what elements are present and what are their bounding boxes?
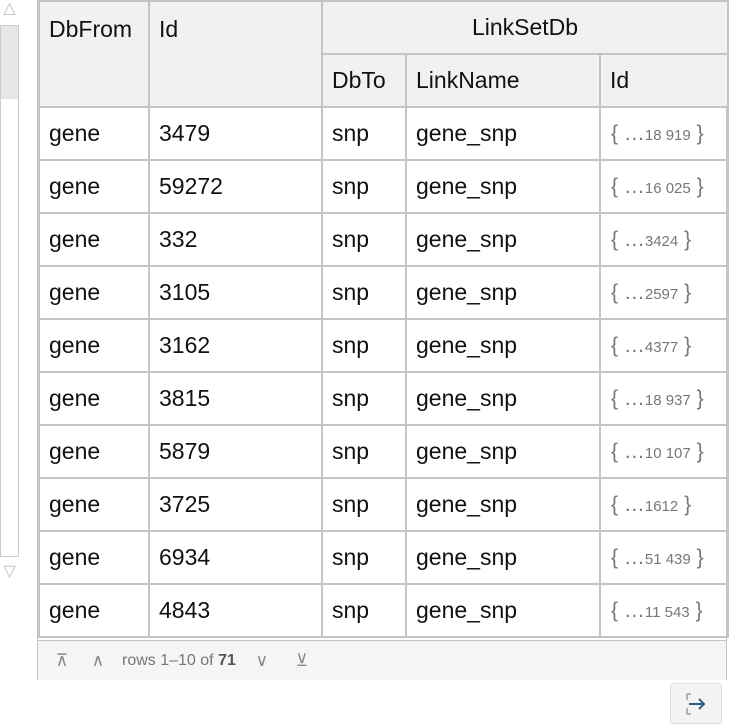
cell-dbfrom[interactable]: gene xyxy=(38,106,150,161)
cell-dbto[interactable]: snp xyxy=(321,530,407,585)
elided-count: 2597 xyxy=(644,285,679,303)
cell-link-ids[interactable]: { …18 919 } xyxy=(598,106,730,161)
cell-dbto[interactable]: snp xyxy=(321,424,407,479)
cell-linkname[interactable]: gene_snp xyxy=(405,477,601,532)
cell-link-ids[interactable]: { …4377 } xyxy=(598,318,730,373)
cell-id[interactable]: 3479 xyxy=(148,106,323,161)
header-dbfrom[interactable]: DbFrom xyxy=(38,0,150,108)
first-page-icon[interactable]: ⊼ xyxy=(55,650,69,670)
cell-linkname[interactable]: gene_snp xyxy=(405,159,601,214)
open-in-window-button[interactable] xyxy=(670,683,722,724)
open-in-window-icon xyxy=(686,692,706,715)
elided-count: 10 107 xyxy=(644,444,691,462)
cell-linkname[interactable]: gene_snp xyxy=(405,212,601,267)
elided-count: 16 025 xyxy=(644,179,691,197)
header-link-id[interactable]: Id xyxy=(598,53,730,108)
next-page-icon[interactable]: ∨ xyxy=(255,650,269,670)
cell-dbfrom[interactable]: gene xyxy=(38,371,150,426)
cell-link-ids[interactable]: { …18 937 } xyxy=(598,371,730,426)
elided-count: 1612 xyxy=(644,497,679,515)
table-row: gene 6934 snp gene_snp { …51 439 } xyxy=(38,530,730,585)
cell-dbto[interactable]: snp xyxy=(321,106,407,161)
cell-link-ids[interactable]: { …51 439 } xyxy=(598,530,730,585)
cell-id[interactable]: 3725 xyxy=(148,477,323,532)
cell-link-ids[interactable]: { …3424 } xyxy=(598,212,730,267)
elided-count: 18 919 xyxy=(644,126,691,144)
cell-dbto[interactable]: snp xyxy=(321,212,407,267)
header-linksetdb[interactable]: LinkSetDb xyxy=(320,0,730,55)
scroll-down-arrow-icon[interactable]: ▽ xyxy=(3,563,16,580)
cell-id[interactable]: 59272 xyxy=(148,159,323,214)
pagination-bar: ⊼ ∧ rows 1–10 of 71 ∨ ⊻ xyxy=(38,640,726,680)
cell-linkname[interactable]: gene_snp xyxy=(405,371,601,426)
header-id[interactable]: Id xyxy=(148,0,323,108)
previous-page-icon[interactable]: ∧ xyxy=(91,650,105,670)
elided-count: 51 439 xyxy=(644,550,691,568)
last-page-icon[interactable]: ⊻ xyxy=(295,650,309,670)
cell-id[interactable]: 6934 xyxy=(148,530,323,585)
cell-link-ids[interactable]: { …2597 } xyxy=(598,265,730,320)
dataset-table: DbFrom Id LinkSetDb DbTo LinkName Id gen… xyxy=(37,0,730,680)
cell-dbfrom[interactable]: gene xyxy=(38,530,150,585)
cell-dbfrom[interactable]: gene xyxy=(38,583,150,638)
cell-link-ids[interactable]: { …1612 } xyxy=(598,477,730,532)
cell-linkname[interactable]: gene_snp xyxy=(405,106,601,161)
cell-link-ids[interactable]: { …11 543 } xyxy=(598,583,730,638)
cell-link-ids[interactable]: { …10 107 } xyxy=(598,424,730,479)
scroll-thumb[interactable] xyxy=(1,26,18,99)
cell-dbto[interactable]: snp xyxy=(321,371,407,426)
total-rows: 71 xyxy=(218,651,236,669)
cell-dbto[interactable]: snp xyxy=(321,159,407,214)
table-row: gene 332 snp gene_snp { …3424 } xyxy=(38,212,730,267)
cell-linkname[interactable]: gene_snp xyxy=(405,583,601,638)
cell-dbto[interactable]: snp xyxy=(321,318,407,373)
cell-dbto[interactable]: snp xyxy=(321,583,407,638)
cell-dbfrom[interactable]: gene xyxy=(38,159,150,214)
rows-range-label: rows 1–10 of 71 xyxy=(122,651,236,669)
table-row: gene 3815 snp gene_snp { …18 937 } xyxy=(38,371,730,426)
cell-linkname[interactable]: gene_snp xyxy=(405,265,601,320)
cell-dbfrom[interactable]: gene xyxy=(38,477,150,532)
cell-id[interactable]: 5879 xyxy=(148,424,323,479)
cell-link-ids[interactable]: { …16 025 } xyxy=(598,159,730,214)
table-row: gene 5879 snp gene_snp { …10 107 } xyxy=(38,424,730,479)
cell-dbfrom[interactable]: gene xyxy=(38,424,150,479)
cell-dbfrom[interactable]: gene xyxy=(38,265,150,320)
cell-id[interactable]: 4843 xyxy=(148,583,323,638)
cell-id[interactable]: 332 xyxy=(148,212,323,267)
table-row: gene 59272 snp gene_snp { …16 025 } xyxy=(38,159,730,214)
elided-count: 18 937 xyxy=(644,391,691,409)
elided-count: 11 543 xyxy=(644,603,690,621)
scroll-track[interactable] xyxy=(0,25,19,557)
cell-dbto[interactable]: snp xyxy=(321,477,407,532)
cell-id[interactable]: 3162 xyxy=(148,318,323,373)
elided-count: 4377 xyxy=(644,338,679,356)
table-row: gene 3162 snp gene_snp { …4377 } xyxy=(38,318,730,373)
table-row: gene 3105 snp gene_snp { …2597 } xyxy=(38,265,730,320)
scroll-up-arrow-icon[interactable]: △ xyxy=(3,0,16,17)
table-row: gene 3725 snp gene_snp { …1612 } xyxy=(38,477,730,532)
table-row: gene 4843 snp gene_snp { …11 543 } xyxy=(38,583,730,638)
cell-id[interactable]: 3105 xyxy=(148,265,323,320)
elided-count: 3424 xyxy=(644,232,679,250)
cell-linkname[interactable]: gene_snp xyxy=(405,530,601,585)
cell-dbfrom[interactable]: gene xyxy=(38,318,150,373)
header-linkname[interactable]: LinkName xyxy=(405,53,601,108)
vertical-scrollbar[interactable]: △ ▽ xyxy=(0,0,19,585)
header-dbto[interactable]: DbTo xyxy=(321,53,407,108)
table-row: gene 3479 snp gene_snp { …18 919 } xyxy=(38,106,730,161)
cell-linkname[interactable]: gene_snp xyxy=(405,318,601,373)
cell-dbto[interactable]: snp xyxy=(321,265,407,320)
cell-dbfrom[interactable]: gene xyxy=(38,212,150,267)
cell-id[interactable]: 3815 xyxy=(148,371,323,426)
cell-linkname[interactable]: gene_snp xyxy=(405,424,601,479)
